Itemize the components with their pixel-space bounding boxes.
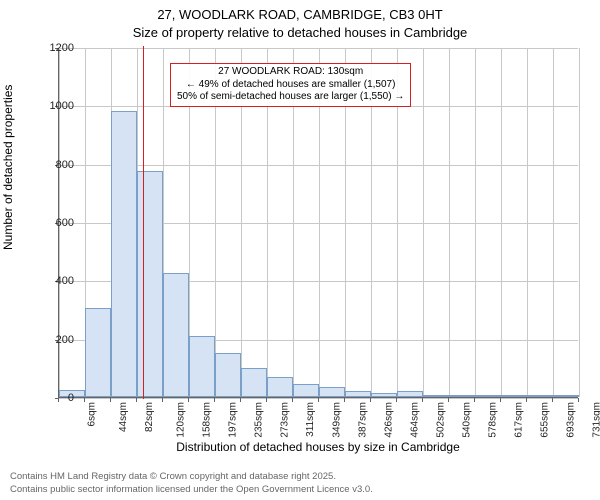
xtick-mark	[500, 398, 501, 402]
ytick-label: 400	[34, 275, 74, 287]
xtick-label: 120sqm	[176, 402, 187, 438]
histogram-bar	[345, 391, 371, 397]
histogram-bar	[111, 111, 137, 397]
histogram-bar	[85, 308, 111, 397]
xtick-label: 273sqm	[280, 402, 291, 438]
ytick-label: 200	[34, 334, 74, 346]
y-axis-label: Number of detached properties	[1, 85, 15, 250]
xtick-label: 387sqm	[358, 402, 369, 438]
footer-line-1: Contains HM Land Registry data © Crown c…	[10, 471, 373, 483]
histogram-bar	[215, 353, 241, 397]
xtick-mark	[162, 398, 163, 402]
xtick-mark	[422, 398, 423, 402]
xtick-mark	[474, 398, 475, 402]
gridline-v	[475, 48, 476, 397]
histogram-bar	[137, 171, 163, 397]
histogram-bar	[397, 391, 423, 397]
ytick-label: 1000	[34, 100, 74, 112]
xtick-label: 693sqm	[566, 402, 577, 438]
annotation-line: 27 WOODLARK ROAD: 130sqm	[177, 66, 404, 79]
xtick-label: 158sqm	[202, 402, 213, 438]
histogram-bar	[293, 384, 319, 397]
ytick-label: 600	[34, 217, 74, 229]
xtick-mark	[110, 398, 111, 402]
histogram-bar	[527, 395, 553, 397]
xtick-mark	[344, 398, 345, 402]
annotation-line: 50% of semi-detached houses are larger (…	[177, 91, 404, 104]
xtick-mark	[214, 398, 215, 402]
xtick-mark	[318, 398, 319, 402]
ytick-label: 1200	[34, 42, 74, 54]
title-line-1: 27, WOODLARK ROAD, CAMBRIDGE, CB3 0HT	[0, 6, 600, 24]
histogram-bar	[189, 336, 215, 397]
histogram-bar	[475, 395, 501, 397]
xtick-label: 617sqm	[514, 402, 525, 438]
xtick-mark	[552, 398, 553, 402]
xtick-mark	[396, 398, 397, 402]
xtick-mark	[136, 398, 137, 402]
xtick-label: 82sqm	[144, 402, 155, 432]
gridline-v	[553, 48, 554, 397]
annotation-box: 27 WOODLARK ROAD: 130sqm← 49% of detache…	[170, 63, 411, 107]
footer-line-2: Contains public sector information licen…	[10, 484, 373, 496]
gridline-v	[449, 48, 450, 397]
footer-attribution: Contains HM Land Registry data © Crown c…	[10, 471, 373, 496]
xtick-label: 197sqm	[228, 402, 239, 438]
chart-area: 6sqm44sqm82sqm120sqm158sqm197sqm235sqm27…	[58, 48, 578, 398]
title-line-2: Size of property relative to detached ho…	[0, 24, 600, 42]
histogram-bar	[267, 377, 293, 397]
xtick-label: 6sqm	[86, 402, 97, 426]
property-marker-line	[143, 46, 144, 399]
chart-title: 27, WOODLARK ROAD, CAMBRIDGE, CB3 0HT Si…	[0, 0, 600, 41]
xtick-label: 311sqm	[305, 402, 316, 437]
xtick-label: 578sqm	[488, 402, 499, 438]
xtick-mark	[526, 398, 527, 402]
gridline-v	[501, 48, 502, 397]
xtick-mark	[240, 398, 241, 402]
annotation-line: ← 49% of detached houses are smaller (1,…	[177, 79, 404, 92]
xtick-mark	[188, 398, 189, 402]
xtick-mark	[292, 398, 293, 402]
xtick-mark	[370, 398, 371, 402]
xtick-mark	[84, 398, 85, 402]
gridline-v	[579, 48, 580, 397]
x-axis-label: Distribution of detached houses by size …	[58, 440, 578, 454]
ytick-label: 800	[34, 159, 74, 171]
gridline-v	[423, 48, 424, 397]
xtick-label: 731sqm	[592, 402, 600, 438]
xtick-label: 349sqm	[332, 402, 343, 438]
xtick-mark	[266, 398, 267, 402]
xtick-label: 502sqm	[436, 402, 447, 438]
histogram-bar	[553, 395, 579, 397]
xtick-label: 655sqm	[540, 402, 551, 438]
histogram-bar	[163, 273, 189, 397]
xtick-label: 44sqm	[118, 402, 129, 432]
xtick-mark	[448, 398, 449, 402]
histogram-bar	[501, 395, 527, 397]
histogram-bar	[319, 387, 345, 397]
ytick-label: 0	[34, 392, 74, 404]
xtick-label: 235sqm	[254, 402, 265, 438]
xtick-label: 426sqm	[384, 402, 395, 438]
gridline-v	[527, 48, 528, 397]
histogram-bar	[423, 395, 449, 397]
histogram-bar	[241, 368, 267, 397]
xtick-mark	[578, 398, 579, 402]
xtick-label: 540sqm	[462, 402, 473, 438]
histogram-bar	[371, 393, 397, 397]
xtick-label: 464sqm	[410, 402, 421, 438]
histogram-bar	[449, 395, 475, 397]
